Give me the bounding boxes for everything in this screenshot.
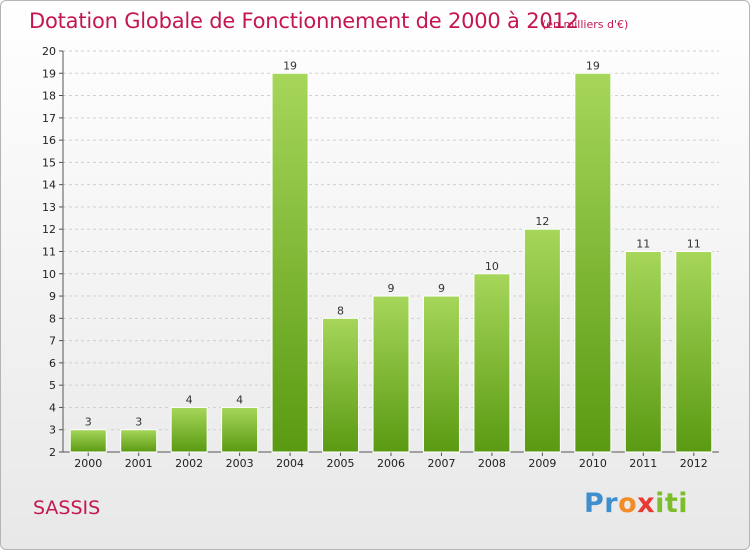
logo-part: o [618,488,638,519]
logo-part: x [637,488,656,519]
bar [221,406,259,453]
bar-value-label: 11 [687,238,701,251]
bar [624,251,662,453]
y-tick-label: 9 [49,290,56,303]
bar-value-label: 3 [85,416,92,429]
y-tick-label: 6 [49,357,56,370]
y-tick-label: 17 [42,112,56,125]
y-tick-label: 4 [49,401,56,414]
y-tick-label: 7 [49,335,56,348]
x-tick-label: 2007 [427,457,455,470]
bar [422,295,460,453]
x-tick-label: 2009 [528,457,556,470]
x-tick-label: 2000 [74,457,102,470]
bar [120,429,158,453]
bar [675,251,713,453]
bar [322,317,360,453]
y-tick-label: 12 [42,223,56,236]
bar-value-label: 10 [485,260,499,273]
x-tick-label: 2011 [629,457,657,470]
y-tick-label: 3 [49,424,56,437]
bar-value-label: 4 [236,393,243,406]
data-labels: 3 3 4 4 19 8 9 9 10 12 19 11 11 [85,59,701,428]
x-tick-label: 2004 [276,457,304,470]
bar-value-label: 11 [636,238,650,251]
y-tick-label: 14 [42,179,56,192]
y-tick-label: 11 [42,246,56,259]
y-tick-label: 19 [42,67,56,80]
x-tick-label: 2002 [175,457,203,470]
bar-value-label: 12 [535,215,549,228]
chart-title: Dotation Globale de Fonctionnement de 20… [29,9,579,33]
bar [271,72,309,453]
logo-part: iti [655,488,689,519]
x-tick-label: 2006 [377,457,405,470]
x-tick-label: 2005 [327,457,355,470]
y-tick-label: 20 [42,45,56,58]
x-tick-label: 2001 [125,457,153,470]
bar-value-label: 8 [337,304,344,317]
bar-value-label: 19 [586,59,600,72]
y-tick-label: 5 [49,379,56,392]
y-tick-label: 10 [42,268,56,281]
y-tick-labels: 2 3 4 5 6 7 8 9 10 11 12 13 14 15 16 17 18 19 20 [42,45,56,459]
x-tick-label: 2003 [226,457,254,470]
y-tick-label: 16 [42,134,56,147]
bar-value-label: 3 [135,416,142,429]
bar-value-label: 19 [283,59,297,72]
bar-value-label: 4 [186,393,193,406]
bar [473,273,511,453]
bar-value-label: 9 [438,282,445,295]
x-tick-label: 2010 [579,457,607,470]
x-tick-labels: 2000 2001 2002 2003 2004 2005 2006 2007 2008 2009… [74,457,708,470]
bar [372,295,410,453]
y-tick-label: 18 [42,90,56,103]
bar [69,429,107,453]
y-tick-label: 2 [49,446,56,459]
y-tick-label: 8 [49,312,56,325]
chart-subtitle: (en milliers d'€) [542,18,629,31]
proxiti-logo: Proxiti [584,488,688,519]
bar-value-label: 9 [388,282,395,295]
y-tick-label: 15 [42,156,56,169]
bar [523,228,561,453]
bars [69,72,713,453]
y-tick-label: 13 [42,201,56,214]
bar [574,72,612,453]
commune-name: SASSIS [33,497,101,519]
logo-part: Pr [584,488,619,519]
x-tick-label: 2008 [478,457,506,470]
x-tick-label: 2012 [680,457,708,470]
bar [170,406,208,453]
